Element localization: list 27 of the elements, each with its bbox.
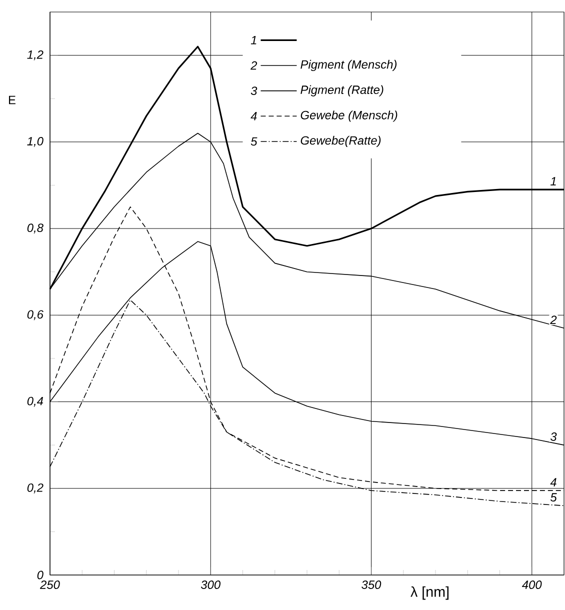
annotation: 2 [250, 61, 258, 70]
annotation: 1 [550, 177, 556, 186]
annotation: 4 [550, 478, 556, 486]
annotation: 3 [550, 432, 557, 441]
x-tick-label: 300 [200, 580, 220, 589]
y-axis-title: E [8, 96, 16, 104]
y-tick-label: 0 [37, 570, 44, 580]
x-tick-label: 350 [362, 580, 382, 589]
y-tick-label: 1,0 [27, 136, 44, 147]
x-axis-title: λ [nm] [410, 586, 449, 600]
y-tick-label: 0,2 [27, 483, 44, 494]
y-tick-label: 0,6 [27, 310, 44, 320]
annotation: 5 [550, 493, 557, 502]
x-tick-label: 250 [40, 580, 60, 589]
x-tick-label: 400 [522, 580, 542, 589]
legend-label: Pigment (Mensch) [300, 60, 397, 72]
annotation: 5 [250, 137, 258, 146]
legend-label: Gewebe (Mensch) [300, 110, 398, 122]
annotation: 1 [250, 36, 256, 44]
y-tick-label: 0,4 [27, 396, 44, 407]
annotation: 4 [250, 112, 257, 120]
legend-label: Pigment (Ratte) [300, 85, 384, 96]
annotation: 3 [250, 86, 258, 96]
y-tick-label: 1,2 [27, 50, 44, 60]
legend-label: Gewebe(Ratte) [300, 136, 381, 148]
y-tick-label: 0,8 [27, 224, 44, 234]
annotation: 2 [550, 316, 557, 324]
